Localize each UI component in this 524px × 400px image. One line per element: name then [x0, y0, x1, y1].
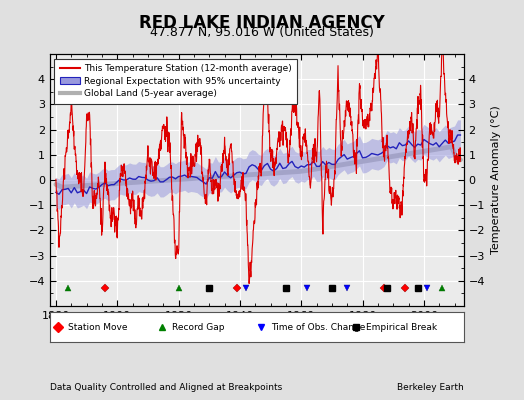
Legend: This Temperature Station (12-month average), Regional Expectation with 95% uncer: This Temperature Station (12-month avera…: [54, 58, 297, 104]
Text: Empirical Break: Empirical Break: [366, 322, 438, 332]
Text: Time of Obs. Change: Time of Obs. Change: [271, 322, 366, 332]
Text: Record Gap: Record Gap: [172, 322, 224, 332]
Text: 47.877 N, 95.016 W (United States): 47.877 N, 95.016 W (United States): [150, 26, 374, 39]
Text: Data Quality Controlled and Aligned at Breakpoints: Data Quality Controlled and Aligned at B…: [50, 383, 282, 392]
Text: Berkeley Earth: Berkeley Earth: [397, 383, 464, 392]
Text: Station Move: Station Move: [69, 322, 128, 332]
Y-axis label: Temperature Anomaly (°C): Temperature Anomaly (°C): [490, 106, 500, 254]
Text: RED LAKE INDIAN AGENCY: RED LAKE INDIAN AGENCY: [139, 14, 385, 32]
